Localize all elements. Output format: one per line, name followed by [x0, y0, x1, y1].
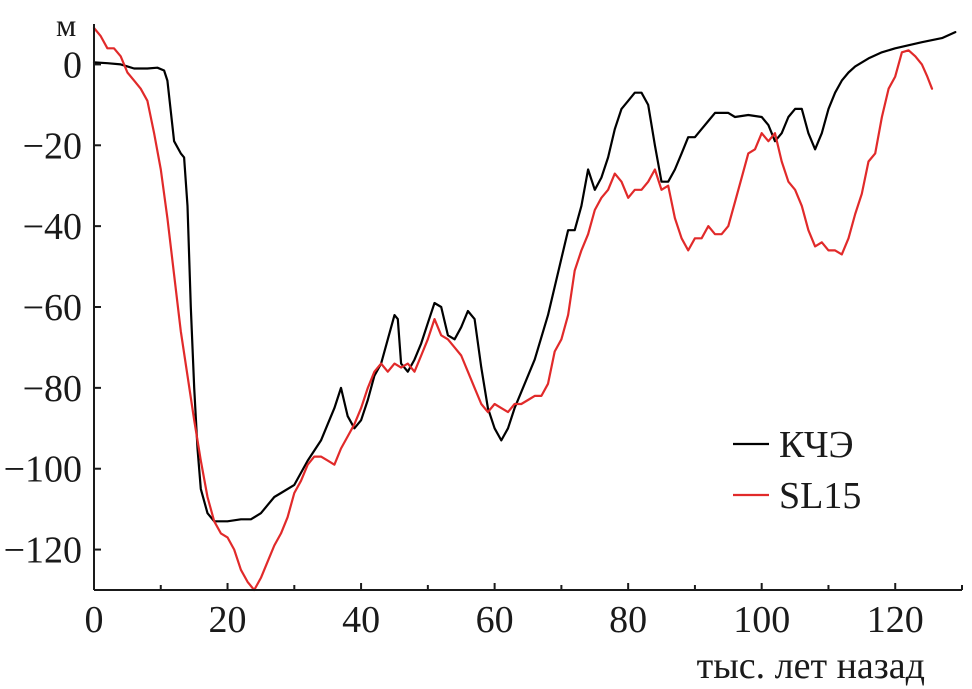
x-tick-label: 60: [476, 599, 514, 641]
y-tick-label: −40: [23, 206, 82, 248]
x-axis-title: тыс. лет назад: [697, 645, 925, 687]
x-tick-label: 20: [209, 599, 247, 641]
x-tick-label: 0: [85, 599, 104, 641]
x-tick-label: 120: [867, 599, 924, 641]
x-tick-label: 100: [733, 599, 790, 641]
legend-label: КЧЭ: [779, 424, 854, 466]
legend: КЧЭ SL15: [733, 424, 861, 517]
y-tick-label: −60: [23, 287, 82, 329]
x-tick-label: 40: [342, 599, 380, 641]
y-axis-unit-label: м: [56, 7, 76, 43]
x-tick-label: 80: [609, 599, 647, 641]
y-tick-label: 0: [63, 44, 82, 86]
series-line-kche: [92, 31, 957, 523]
y-tick-label: −20: [23, 125, 82, 167]
y-axis-ticks: 0 −20 −40 −60 −80 −100 −120: [4, 44, 101, 572]
y-tick-label: −100: [4, 449, 82, 491]
series-layer: [92, 26, 957, 592]
series-line-sl15: [92, 26, 934, 592]
y-tick-label: −120: [4, 530, 82, 572]
plot-area: [92, 26, 957, 592]
y-tick-label: −80: [23, 368, 82, 410]
legend-label: SL15: [779, 475, 861, 517]
x-axis-ticks: 0 20 40 60 80 100 120: [85, 583, 963, 641]
